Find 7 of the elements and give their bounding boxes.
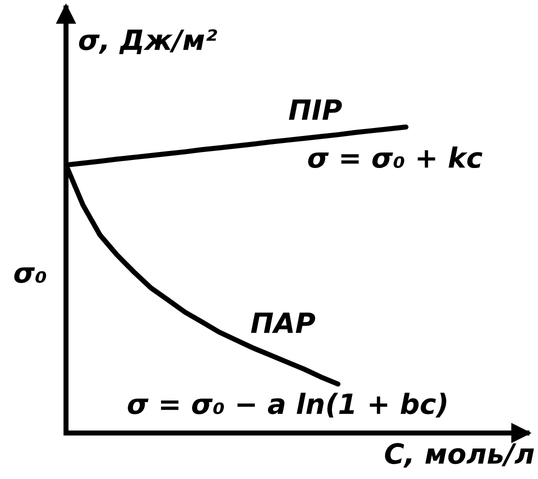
y-axis-title: σ, Дж/м² [79,29,218,54]
series-label: ПІР [288,100,342,120]
annotation: σ = σ₀ − a ln(1 + bc) [128,392,446,418]
x-axis-title: C, моль/л [384,443,534,468]
annotation: σ = σ₀ + kc [308,146,482,168]
series-label: ПАР [251,312,316,333]
text: σ₀ [14,267,46,284]
